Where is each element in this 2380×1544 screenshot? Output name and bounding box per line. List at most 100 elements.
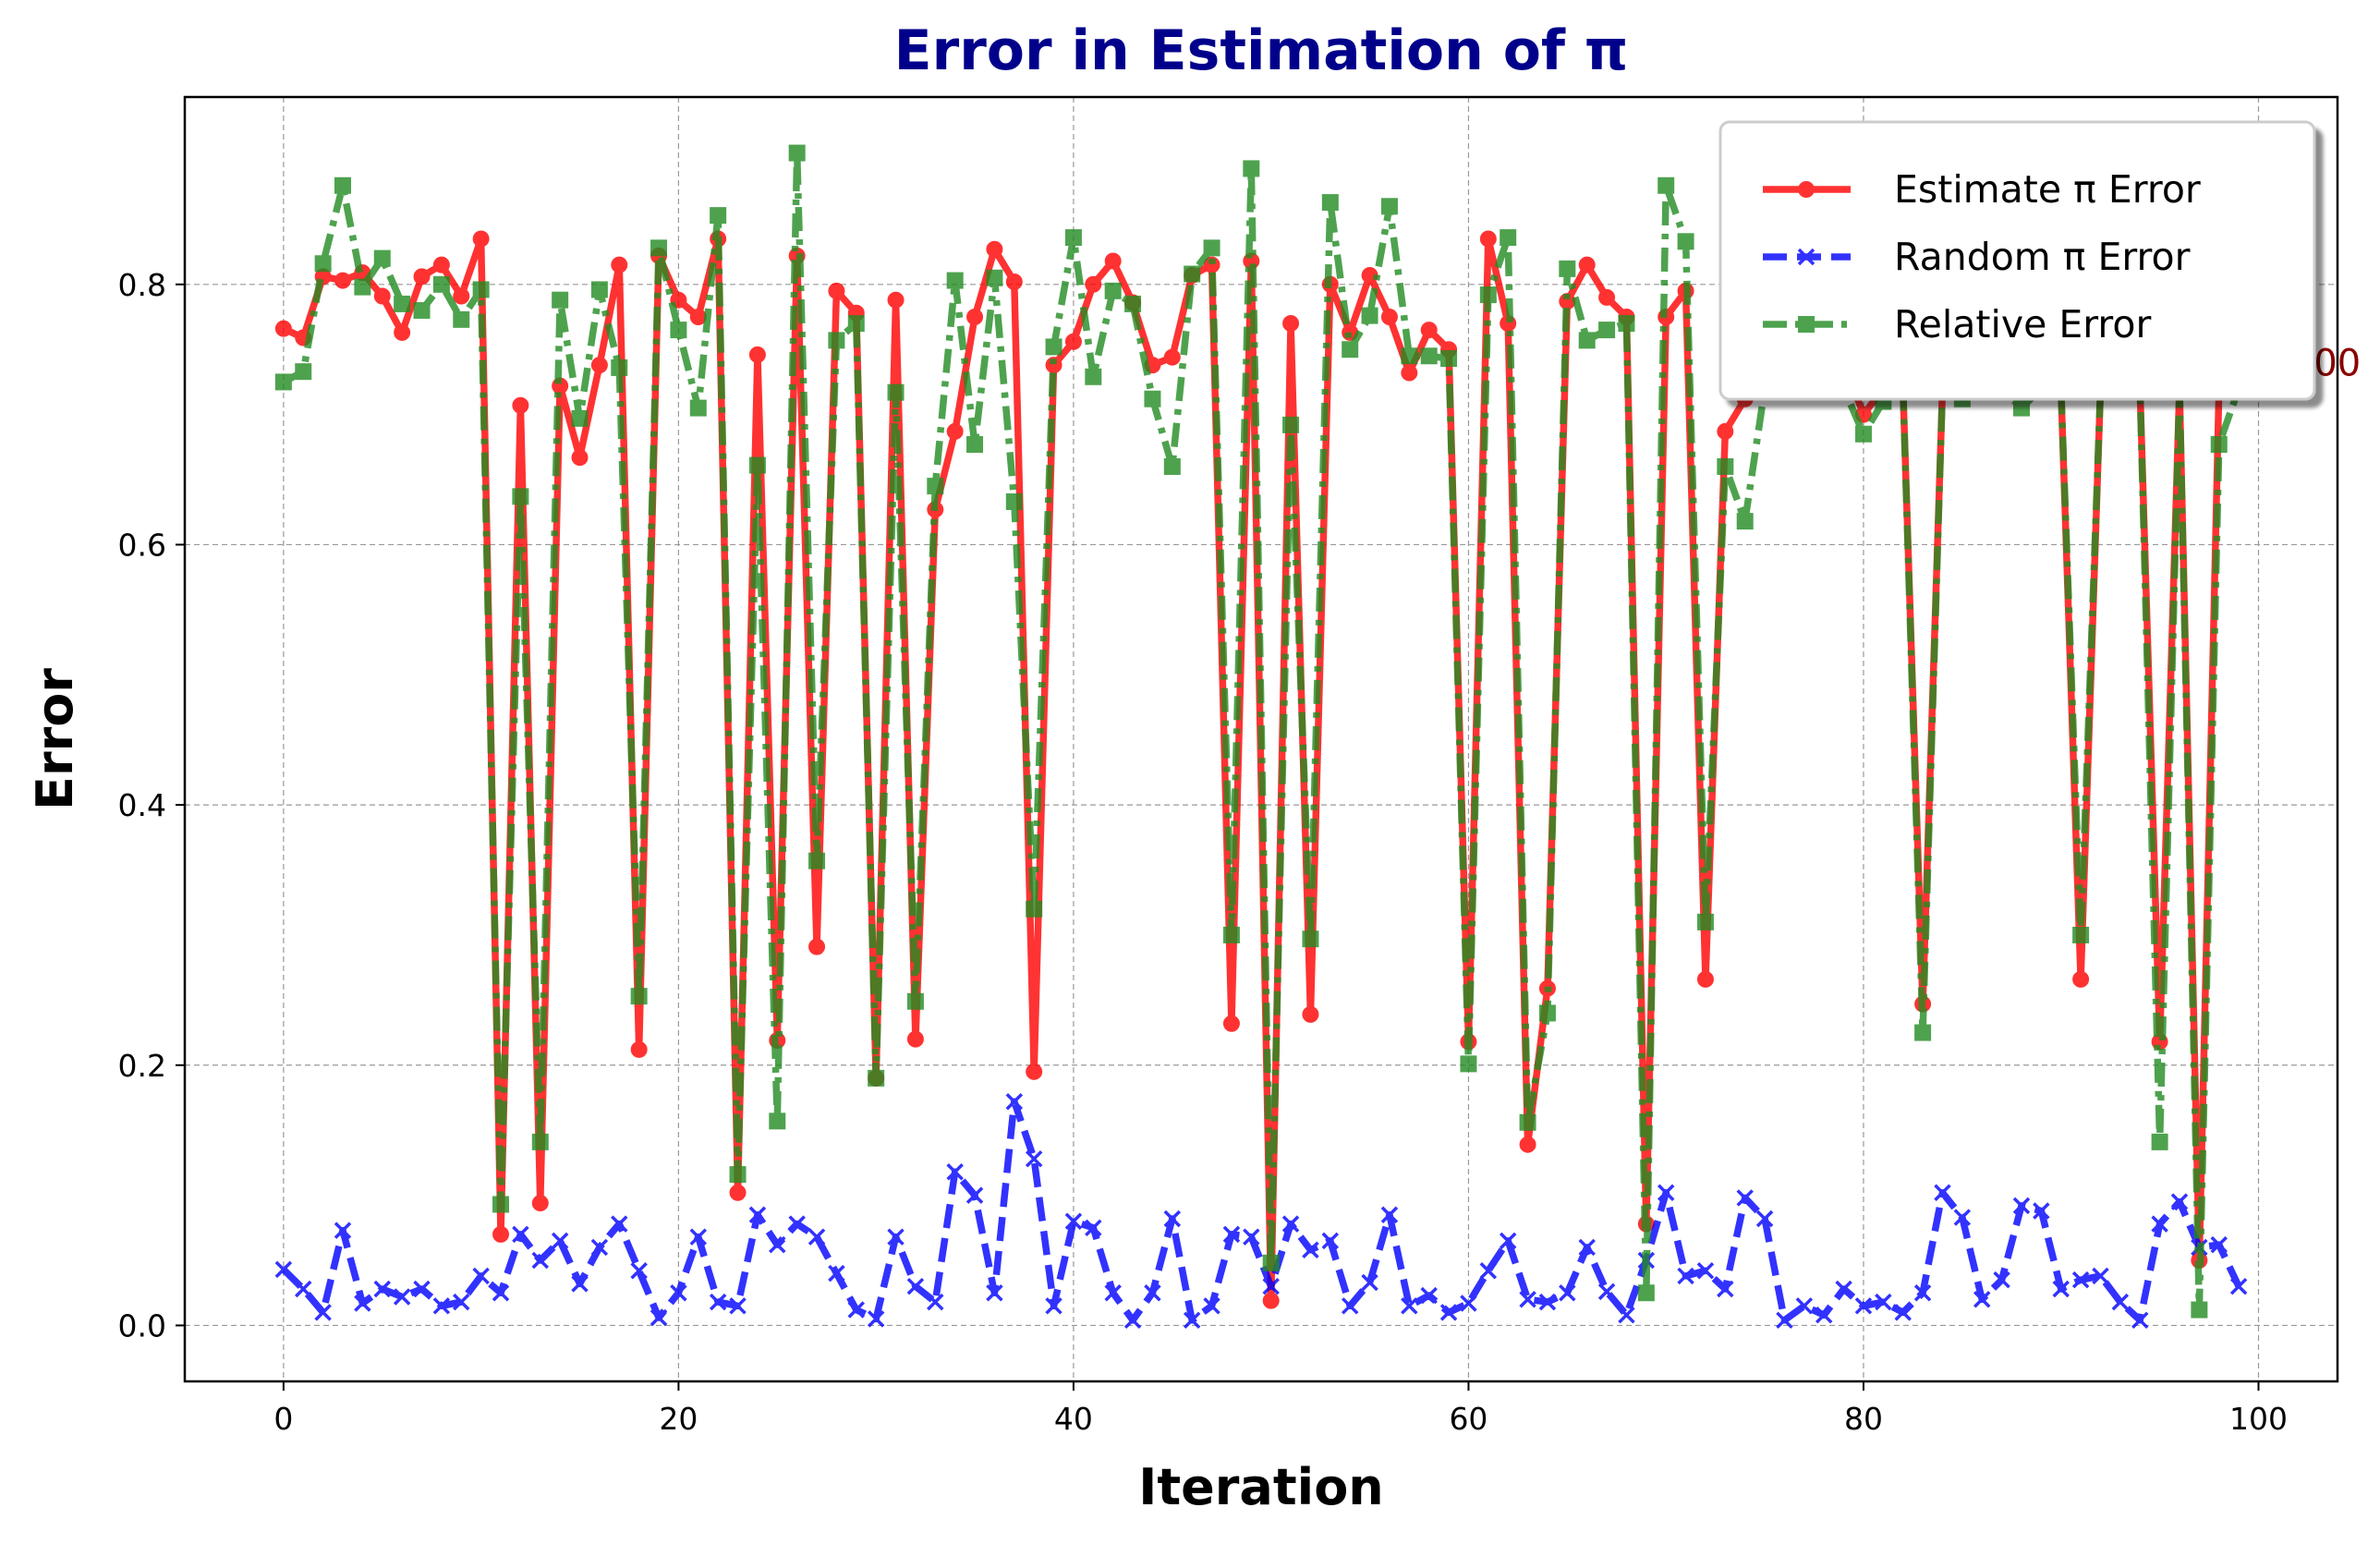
legend-marker [1798, 181, 1815, 198]
data-point [1440, 350, 1458, 368]
data-point [1657, 1184, 1675, 1202]
data-point [472, 230, 490, 248]
data-point [1479, 230, 1497, 248]
data-point [1183, 1311, 1201, 1330]
data-point [2012, 399, 2030, 417]
data-point [1361, 307, 1378, 324]
data-point [986, 1284, 1003, 1302]
data-point [1559, 1284, 1576, 1302]
data-point [1914, 1024, 1932, 1041]
data-point [453, 287, 470, 305]
data-point [590, 357, 608, 374]
data-point [1401, 364, 1418, 382]
x-tick-label: 0 [273, 1401, 293, 1437]
data-point [927, 1293, 944, 1311]
data-point [1045, 338, 1062, 356]
data-point [413, 301, 431, 319]
data-point [2092, 1267, 2109, 1285]
y-tick-label: 0.6 [118, 527, 166, 563]
data-point [373, 1280, 391, 1298]
data-point [1618, 315, 1635, 333]
data-point [1953, 1209, 1972, 1226]
data-point [1578, 1238, 1596, 1257]
data-point [2210, 436, 2228, 454]
data-point [432, 275, 450, 293]
data-point [1875, 1293, 1892, 1311]
data-point [1677, 233, 1694, 250]
data-point [354, 278, 371, 296]
data-point [1618, 1306, 1635, 1324]
data-point [1361, 1273, 1378, 1292]
data-point [1499, 1232, 1517, 1250]
data-point [1144, 390, 1161, 407]
data-point [1302, 930, 1319, 948]
data-point [432, 256, 450, 274]
data-point [1282, 416, 1300, 433]
data-point [1559, 260, 1576, 277]
data-point [453, 1293, 470, 1311]
data-point [867, 1310, 885, 1328]
legend-swatch [1763, 181, 1851, 198]
data-point [650, 1308, 668, 1327]
data-point [1085, 275, 1102, 293]
legend-label: Random π Error [1894, 235, 2191, 279]
data-point [1026, 1063, 1043, 1080]
plot-frame [183, 95, 2339, 1383]
data-point [531, 1195, 549, 1212]
data-point [1717, 1280, 1734, 1298]
data-point [906, 992, 924, 1010]
data-point [887, 291, 905, 309]
data-point [1222, 1015, 1240, 1032]
data-point [1026, 900, 1043, 918]
data-point [531, 1251, 550, 1270]
data-point [1934, 1184, 1951, 1202]
data-point [710, 207, 727, 225]
data-point [1637, 1284, 1655, 1302]
data-point [590, 1238, 609, 1257]
x-tick-label: 20 [659, 1401, 698, 1437]
data-point [906, 1030, 924, 1048]
y-tick-label: 0.2 [118, 1048, 166, 1084]
data-point [1321, 194, 1339, 212]
data-point [1144, 1284, 1161, 1302]
data-point [887, 383, 905, 401]
data-point [748, 456, 766, 474]
data-point [1104, 252, 1122, 270]
data-point [394, 323, 411, 341]
data-point [1420, 347, 1438, 365]
data-point [611, 1215, 628, 1233]
data-point [748, 1206, 767, 1223]
data-point [354, 1295, 371, 1312]
data-point [769, 1112, 786, 1130]
data-point [1282, 315, 1300, 333]
data-point [492, 1196, 510, 1213]
data-point [828, 282, 845, 299]
data-point [630, 1040, 648, 1058]
legend-swatch [1763, 248, 1851, 266]
data-point [1380, 309, 1398, 326]
data-point [1064, 229, 1082, 247]
data-point [274, 320, 292, 337]
data-point [966, 309, 984, 326]
y-tick-label: 0.4 [118, 787, 166, 823]
data-point [2229, 1277, 2248, 1295]
data-point [1302, 1005, 1319, 1023]
data-point [1519, 1113, 1536, 1131]
data-point [1500, 229, 1517, 247]
chart-title: Error in Estimation of π [894, 18, 1629, 83]
x-tick-label: 100 [2229, 1401, 2288, 1437]
data-point [1913, 1284, 1932, 1302]
data-point [1696, 913, 1714, 930]
data-point [1243, 160, 1260, 177]
y-tick-label: 0.0 [118, 1307, 166, 1343]
data-point [334, 1222, 352, 1239]
data-point [709, 1293, 727, 1311]
data-point [1005, 1092, 1024, 1111]
legend-marker [1798, 316, 1815, 333]
data-point [552, 291, 569, 309]
data-point [946, 272, 964, 289]
data-point [1342, 341, 1359, 359]
data-point [1163, 457, 1181, 475]
data-point [393, 1288, 411, 1306]
